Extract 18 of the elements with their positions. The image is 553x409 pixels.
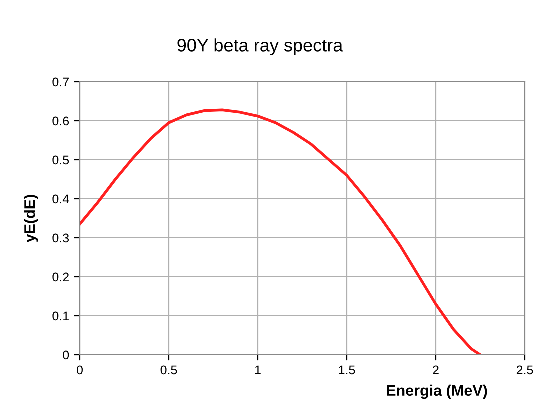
y-tick-label: 0.5 — [52, 156, 70, 165]
y-tick-label: 0.1 — [52, 312, 69, 321]
x-tick-label: 1 — [255, 366, 261, 374]
x-axis-title: Energia (MeV) — [387, 384, 488, 400]
chart-title: 90Y beta ray spectra — [178, 38, 344, 56]
y-tick-label: 0.4 — [52, 194, 70, 204]
x-tick-label: 2.5 — [516, 366, 534, 375]
x-tick-label: 2 — [433, 366, 439, 374]
y-tick-label: 0 — [63, 350, 70, 360]
line-series — [80, 108, 482, 355]
y-axis-title: yE(dE) — [24, 195, 38, 243]
y-tick-label: 0.7 — [52, 78, 69, 87]
y-tick-label: 0.2 — [52, 272, 69, 282]
x-tick-label: 1.5 — [339, 366, 356, 375]
y-tick-label: 0.3 — [52, 234, 70, 243]
y-tick-label: 0.6 — [52, 116, 70, 126]
x-tick-label: 0 — [77, 366, 83, 375]
x-tick-label: 0.5 — [160, 366, 178, 375]
